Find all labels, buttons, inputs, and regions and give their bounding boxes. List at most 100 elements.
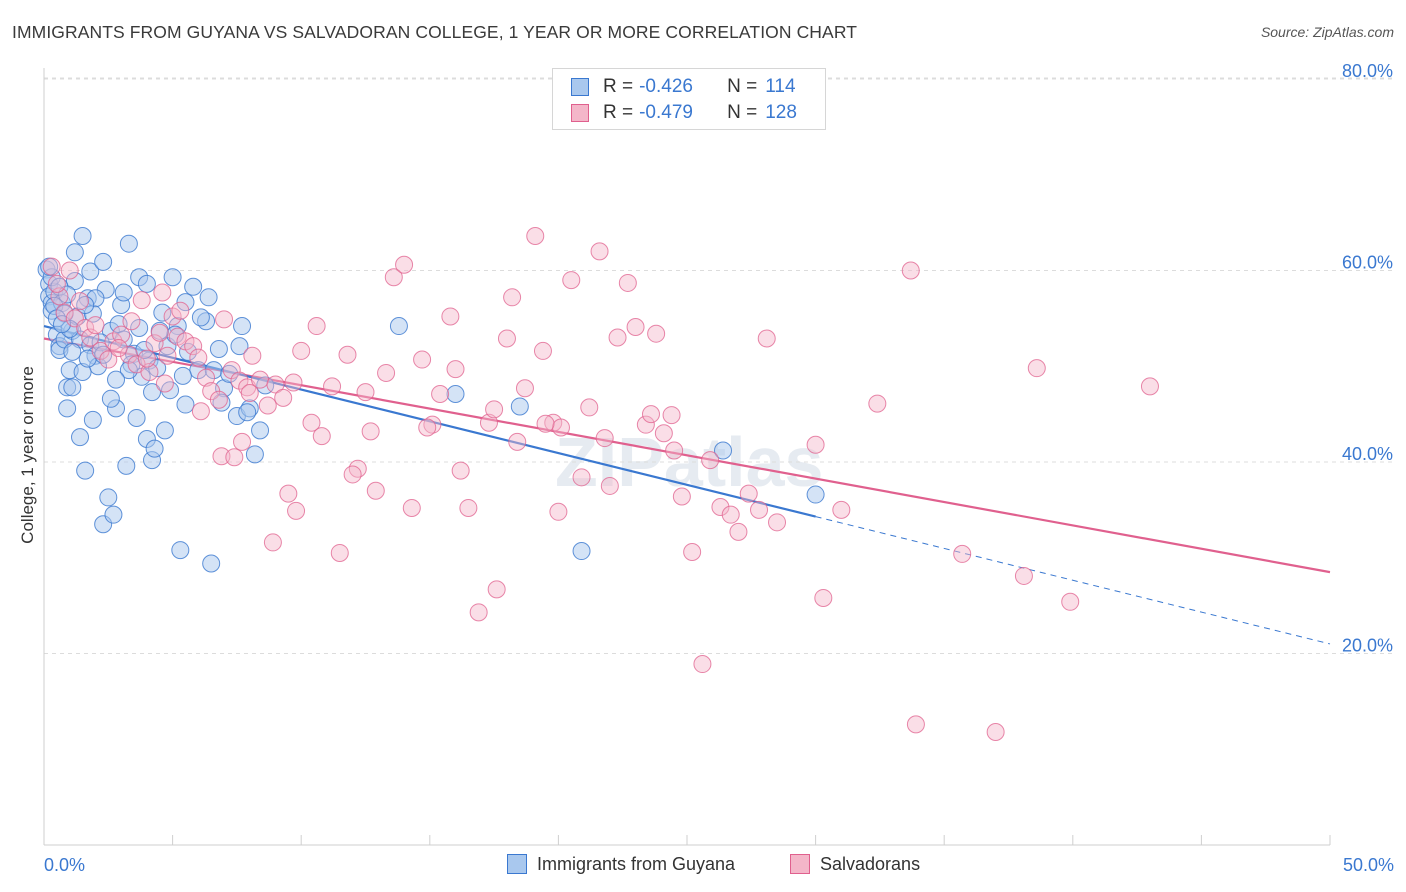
gridlines [44,77,1394,654]
salvadoran-point [654,424,673,443]
salvadoran-point [729,522,748,541]
salvadoran-point [243,346,262,365]
salvadoran-point [140,362,159,381]
guyana-point [184,277,203,296]
salvadoran-point [189,348,208,367]
guyana-point [101,389,120,408]
salvadoran-point [572,468,591,487]
r-label: R = [603,76,634,97]
legend-label-salvadoran: Salvadorans [820,853,921,874]
salvadoran-point [323,377,342,396]
salvadoran-point [71,292,90,311]
guyana-point [155,421,174,440]
guyana-point [251,421,270,440]
chart-title: IMMIGRANTS FROM GUYANA VS SALVADORAN COL… [12,22,858,42]
guyana-point [107,370,126,389]
guyana-point [389,317,408,336]
guyana-point [714,441,733,460]
salvadoran-point [413,350,432,369]
salvadoran-point [806,435,825,454]
guyana-point [145,439,164,458]
y-tick-label: 40.0% [1342,444,1393,464]
salvadoran-point [76,318,95,337]
salvadoran-point [47,274,66,293]
salvadoran-point [533,341,552,360]
salvadoran-point [487,580,506,599]
guyana-trend-line [43,324,816,518]
salvadoran-point [626,317,645,336]
salvadoran-point [356,383,375,402]
tick-labels: 20.0% 40.0% 60.0% 80.0% 0.0% 50.0% [44,61,1394,875]
guyana-point [117,456,136,475]
salvadoran-point [60,261,79,280]
salvadoran-point [446,360,465,379]
stats-row-guyana: R = -0.426 N = 114 [571,75,796,99]
guyana-point [202,554,221,573]
salvadoran-point [1061,592,1080,611]
salvadoran-point [258,396,277,415]
salvadoran-point [86,316,105,335]
salvadoran-point [122,312,141,331]
guyana-point [209,340,228,359]
salvadoran-point [750,500,769,519]
guyana-point [114,283,133,302]
stats-row-salvadoran: R = -0.479 N = 128 [571,101,797,125]
salvadoran-point [832,500,851,519]
guyana-point [127,408,146,427]
salvadoran-point [768,513,787,532]
salvadoran-point [284,373,303,392]
guyana-point [58,399,77,418]
salvadoran-point [595,429,614,448]
salvadoran-point [171,301,190,320]
r-value: -0.426 [639,76,693,97]
n-label: N = [727,76,758,97]
x-tick-label-max: 50.0% [1343,855,1394,875]
salvadoran-point [1140,377,1159,396]
salvadoran-point [469,603,488,622]
legend-item-guyana[interactable]: Immigrants from Guyana [507,852,735,876]
n-label: N = [727,102,758,123]
guyana-point [233,317,252,336]
salvadoran-point [739,484,758,503]
salvadoran-point [307,317,326,336]
salvadoran-point [701,451,720,470]
salvadoran-point [240,384,259,403]
salvadoran-point [366,481,385,500]
salvadoran-point [618,273,637,292]
salvadoran-point [279,484,298,503]
salvadoran-point [953,544,972,563]
salvadoran-point [312,427,331,446]
salvadoran-point [274,388,293,407]
salvadoran-point [868,394,887,413]
salvadoran-point [901,261,920,280]
guyana-point [446,385,465,404]
salvadoran-point [395,255,414,274]
legend-item-salvadoran[interactable]: Salvadorans [790,852,920,876]
guyana-point [212,393,231,412]
series-guyana-points [37,227,825,573]
guyana-point [63,342,82,361]
y-tick-label: 20.0% [1342,636,1393,656]
salvadoran-point [1027,359,1046,378]
salvadoran-point [209,390,228,409]
salvadoran-point [302,413,321,432]
guyana-trend-extension [815,516,1331,645]
guyana-point [143,383,162,402]
guyana-point [230,337,249,356]
salvadoran-point [508,432,527,451]
x-tick-label-min: 0.0% [44,855,85,875]
salvadoran-point [263,533,282,552]
salvadoran-point [215,310,234,329]
guyana-point [130,318,149,337]
salvadoran-point [132,291,151,310]
guyana-point [163,268,182,287]
salvadoran-point [145,334,164,353]
guyana-point [171,541,190,560]
salvadoran-point [191,402,210,421]
salvadoran-point [497,329,516,348]
salvadoran-point [348,459,367,478]
guyana-point [153,303,172,322]
guyana-point [71,428,90,447]
guyana-point [238,403,257,422]
y-tick-label: 80.0% [1342,61,1393,81]
